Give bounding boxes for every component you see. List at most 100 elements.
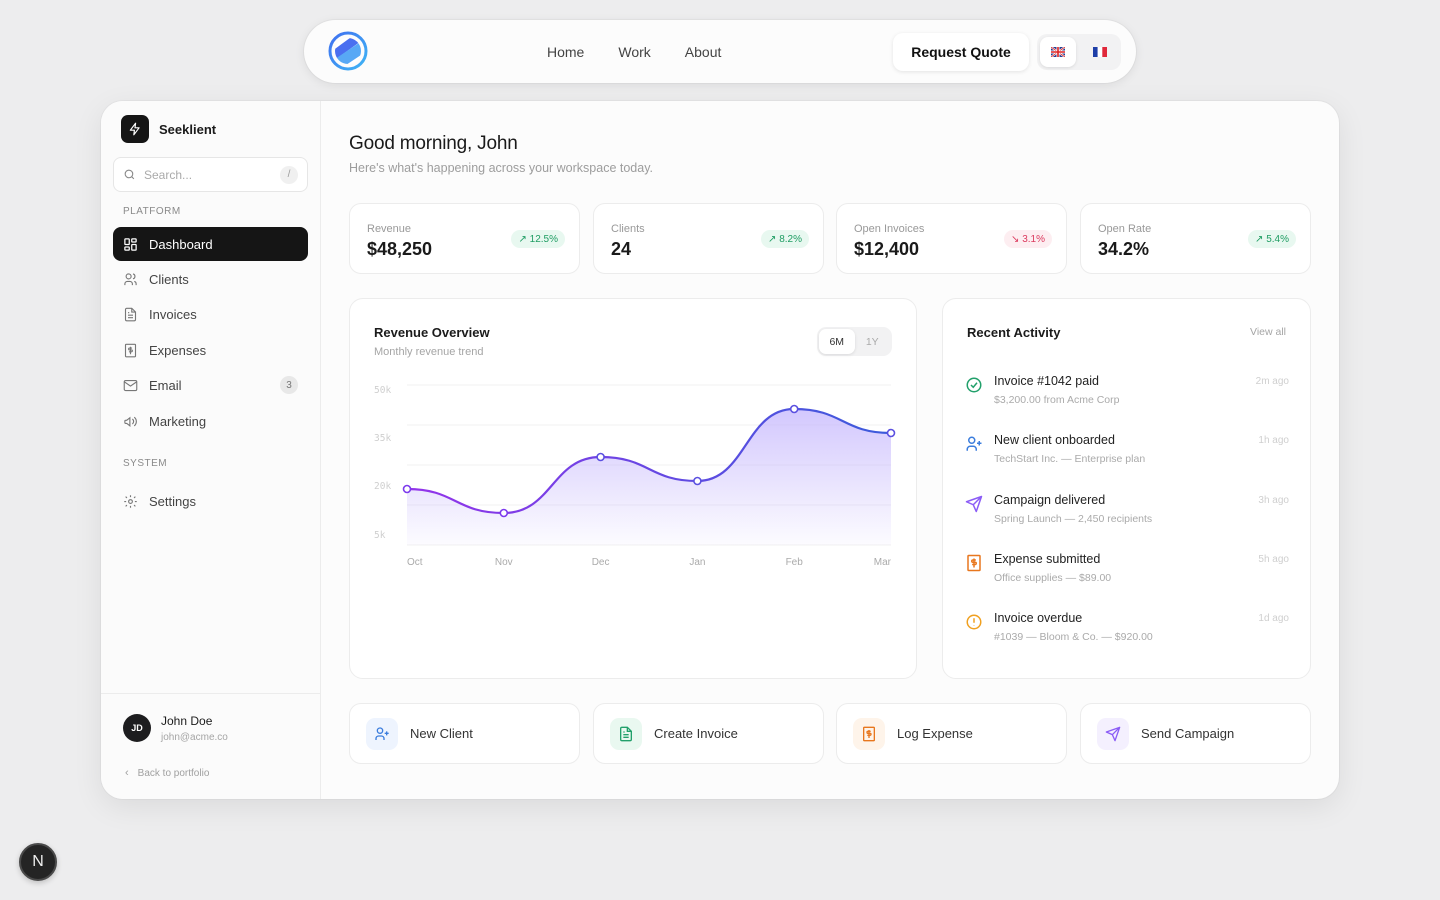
range-toggle: 6M 1Y xyxy=(817,327,892,356)
users-icon xyxy=(124,272,137,285)
activity-title: Campaign delivered xyxy=(994,493,1106,507)
arrow-up-right-icon: ↗ xyxy=(768,233,780,245)
stat-value: 34.2% xyxy=(1098,239,1150,259)
panel-title: Revenue Overview xyxy=(374,325,490,340)
activity-title: Invoice #1042 paid xyxy=(994,374,1099,388)
svg-text:Jan: Jan xyxy=(689,557,705,568)
sidebar-item-expenses[interactable]: Expenses xyxy=(113,333,308,367)
panel-subtitle: Monthly revenue trend xyxy=(374,346,484,358)
sidebar: Seeklient / PLATFORM Dashboard Clients I… xyxy=(101,101,321,799)
panel-title: Recent Activity xyxy=(967,325,1061,340)
svg-text:Feb: Feb xyxy=(786,557,804,568)
mail-icon xyxy=(123,379,138,391)
receipt-icon xyxy=(124,343,137,357)
chart-data-point[interactable] xyxy=(499,508,509,518)
stat-value: 24 xyxy=(611,239,632,259)
chart-data-point[interactable] xyxy=(693,476,702,486)
svg-text:35k: 35k xyxy=(374,433,391,444)
activity-time: 1h ago xyxy=(1258,435,1289,446)
main-content: Good morning, John Here's what's happeni… xyxy=(321,101,1339,799)
user-profile-section: JD John Doe john@acme.co ‹ Back to portf… xyxy=(101,693,321,799)
avatar[interactable]: JD xyxy=(123,714,151,742)
search-icon xyxy=(124,169,135,180)
sidebar-item-label: Dashboard xyxy=(149,236,213,252)
activity-item[interactable]: Invoice overdue #1039 — Bloom & Co. — $9… xyxy=(965,611,1289,655)
language-switcher xyxy=(1037,34,1121,70)
range-6m-button[interactable]: 6M xyxy=(819,329,855,354)
stat-value: $48,250 xyxy=(367,239,433,259)
back-to-portfolio-link[interactable]: ‹ Back to portfolio xyxy=(125,767,209,779)
uk-flag-icon xyxy=(1051,47,1065,57)
nav-link-work[interactable]: Work xyxy=(618,43,651,60)
arrow-up-right-icon: ↗ xyxy=(1255,233,1267,245)
lang-en-button[interactable] xyxy=(1040,37,1076,67)
alert-circle-icon xyxy=(966,614,982,630)
stat-label: Revenue xyxy=(367,223,412,235)
search-input[interactable] xyxy=(144,167,274,182)
svg-text:5k: 5k xyxy=(374,530,386,541)
trend-badge: ↗ 8.2% xyxy=(761,230,809,248)
stat-card-open-rate: Open Rate 34.2% ↗ 5.4% xyxy=(1080,203,1311,274)
fr-flag-icon xyxy=(1093,47,1107,57)
activity-detail: #1039 — Bloom & Co. — $920.00 xyxy=(994,631,1153,643)
trend-badge: ↘ 3.1% xyxy=(1004,230,1052,248)
sidebar-item-marketing[interactable]: Marketing xyxy=(113,404,308,438)
receipt-icon xyxy=(853,717,885,750)
action-label: Log Expense xyxy=(897,726,973,741)
stat-card-clients: Clients 24 ↗ 8.2% xyxy=(593,203,824,274)
stat-card-revenue: Revenue $48,250 ↗ 12.5% xyxy=(349,203,580,274)
lang-fr-button[interactable] xyxy=(1082,37,1118,67)
chart-data-point[interactable] xyxy=(596,452,605,462)
send-icon xyxy=(965,495,983,513)
activity-item[interactable]: Campaign delivered Spring Launch — 2,450… xyxy=(965,493,1289,537)
nav-link-home[interactable]: Home xyxy=(547,43,585,60)
action-label: Send Campaign xyxy=(1141,726,1235,741)
section-label-system: SYSTEM xyxy=(123,458,168,469)
activity-item[interactable]: Invoice #1042 paid $3,200.00 from Acme C… xyxy=(965,374,1289,418)
sidebar-item-email[interactable]: Email 3 xyxy=(113,368,308,402)
site-logo-icon[interactable] xyxy=(328,31,368,71)
section-label-platform: PLATFORM xyxy=(123,206,181,217)
revenue-overview-panel: Revenue Overview Monthly revenue trend 6… xyxy=(349,298,917,679)
sidebar-item-label: Invoices xyxy=(149,306,197,322)
stat-card-open-invoices: Open Invoices $12,400 ↘ 3.1% xyxy=(836,203,1067,274)
svg-text:20k: 20k xyxy=(374,481,391,492)
search-box: / xyxy=(113,157,308,192)
chart-data-point[interactable] xyxy=(789,404,799,414)
range-1y-button[interactable]: 1Y xyxy=(865,335,879,348)
sidebar-item-invoices[interactable]: Invoices xyxy=(113,297,308,331)
sidebar-item-dashboard[interactable]: Dashboard xyxy=(113,227,308,261)
back-link-label: Back to portfolio xyxy=(137,767,210,779)
trend-badge: ↗ 5.4% xyxy=(1248,230,1296,248)
revenue-area-chart: 50k 35k 20k 5k Oct Nov Dec Jan Feb Mar xyxy=(374,384,896,568)
new-client-button[interactable]: New Client xyxy=(349,703,580,764)
log-expense-button[interactable]: Log Expense xyxy=(836,703,1067,764)
dashboard-icon xyxy=(124,237,137,251)
sidebar-item-clients[interactable]: Clients xyxy=(113,262,308,296)
file-text-icon xyxy=(610,717,642,750)
action-label: Create Invoice xyxy=(654,726,738,741)
brand[interactable]: Seeklient xyxy=(121,115,216,143)
chart-data-point[interactable] xyxy=(402,484,412,494)
activity-time: 1d ago xyxy=(1258,613,1289,624)
svg-text:Mar: Mar xyxy=(874,557,892,568)
activity-item[interactable]: Expense submitted Office supplies — $89.… xyxy=(965,552,1289,596)
action-label: New Client xyxy=(410,726,473,741)
dev-tools-badge[interactable]: N xyxy=(19,843,57,881)
activity-title: Invoice overdue xyxy=(994,611,1083,625)
activity-detail: Spring Launch — 2,450 recipients xyxy=(994,513,1153,525)
sidebar-item-settings[interactable]: Settings xyxy=(113,484,308,518)
nav-link-about[interactable]: About xyxy=(684,43,722,60)
user-plus-icon xyxy=(966,436,982,451)
send-campaign-button[interactable]: Send Campaign xyxy=(1080,703,1311,764)
arrow-down-right-icon: ↘ xyxy=(1011,233,1023,245)
page-title: Good morning, John xyxy=(349,133,518,154)
create-invoice-button[interactable]: Create Invoice xyxy=(593,703,824,764)
chevron-left-icon: ‹ xyxy=(125,767,129,779)
chart-data-point[interactable] xyxy=(886,428,896,438)
email-count-badge: 3 xyxy=(280,376,298,394)
activity-item[interactable]: New client onboarded TechStart Inc. — En… xyxy=(965,433,1289,477)
request-quote-button[interactable]: Request Quote xyxy=(893,33,1029,71)
view-all-link[interactable]: View all xyxy=(1250,326,1286,338)
activity-time: 3h ago xyxy=(1258,495,1289,506)
